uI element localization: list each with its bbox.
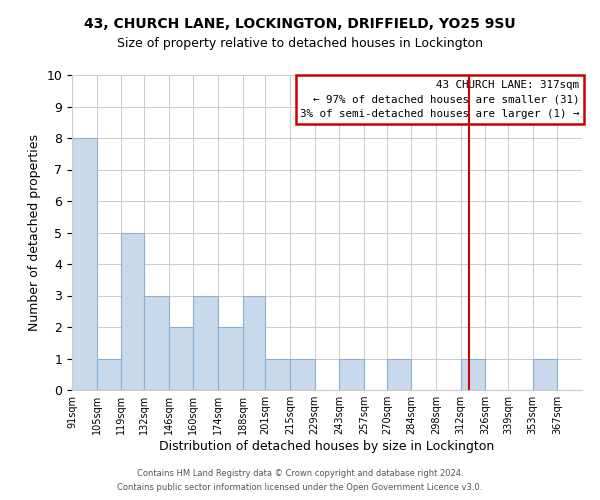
Bar — [144, 296, 169, 390]
Bar — [193, 296, 218, 390]
Bar — [340, 358, 364, 390]
Bar — [169, 327, 193, 390]
Bar — [121, 232, 144, 390]
Bar — [242, 296, 265, 390]
X-axis label: Distribution of detached houses by size in Lockington: Distribution of detached houses by size … — [160, 440, 494, 453]
Y-axis label: Number of detached properties: Number of detached properties — [28, 134, 41, 331]
Text: 43 CHURCH LANE: 317sqm
← 97% of detached houses are smaller (31)
3% of semi-deta: 43 CHURCH LANE: 317sqm ← 97% of detached… — [300, 80, 580, 120]
Text: Size of property relative to detached houses in Lockington: Size of property relative to detached ho… — [117, 38, 483, 51]
Bar — [218, 327, 242, 390]
Bar — [72, 138, 97, 390]
Bar — [290, 358, 314, 390]
Text: Contains HM Land Registry data © Crown copyright and database right 2024.: Contains HM Land Registry data © Crown c… — [137, 468, 463, 477]
Bar — [387, 358, 412, 390]
Text: 43, CHURCH LANE, LOCKINGTON, DRIFFIELD, YO25 9SU: 43, CHURCH LANE, LOCKINGTON, DRIFFIELD, … — [84, 18, 516, 32]
Bar — [533, 358, 557, 390]
Text: Contains public sector information licensed under the Open Government Licence v3: Contains public sector information licen… — [118, 484, 482, 492]
Bar — [265, 358, 290, 390]
Bar — [97, 358, 121, 390]
Bar — [461, 358, 485, 390]
